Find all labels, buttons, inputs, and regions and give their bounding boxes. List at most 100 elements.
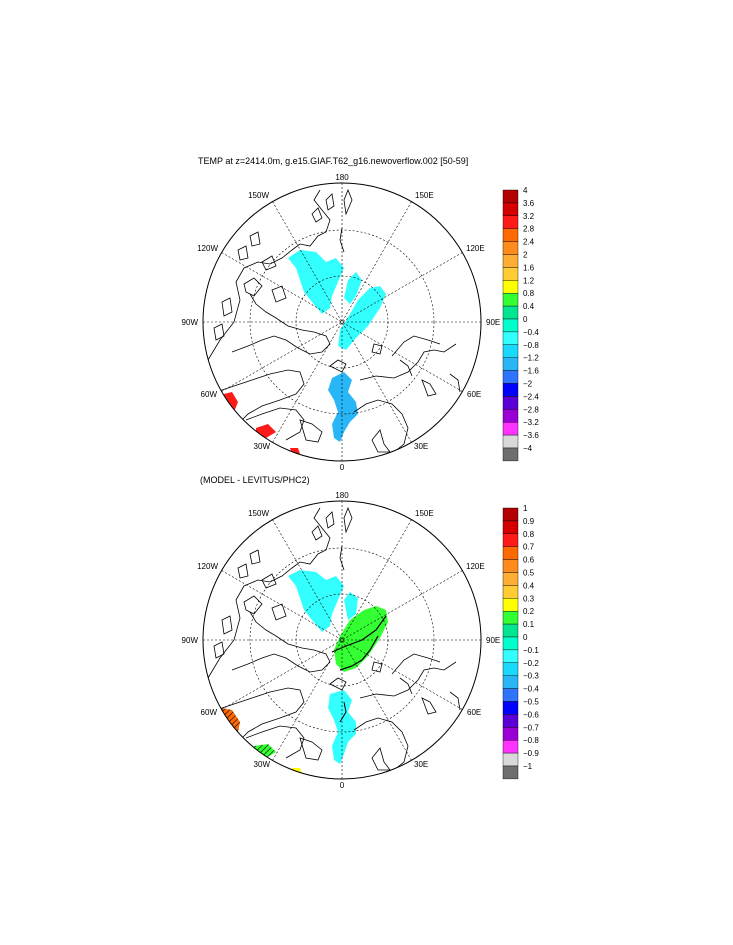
lon-label: 90W bbox=[182, 318, 199, 327]
lon-label: 120W bbox=[197, 562, 218, 571]
colorbar-swatch bbox=[502, 344, 519, 358]
colorbar-swatch bbox=[502, 533, 519, 547]
colorbar-label: −4 bbox=[523, 444, 533, 453]
field-patch bbox=[344, 592, 358, 620]
colorbar-swatch bbox=[502, 752, 519, 767]
colorbar-label: −0.7 bbox=[523, 723, 539, 732]
lon-label: 120E bbox=[466, 244, 485, 253]
colorbar-swatch bbox=[502, 241, 519, 255]
panel-difference: (MODEL - LEVITUS/PHC2) bbox=[182, 475, 540, 790]
colorbar-label: −1 bbox=[523, 762, 533, 771]
colorbar-label: 1.2 bbox=[523, 276, 535, 285]
colorbar-label: −2.4 bbox=[523, 392, 539, 401]
colorbar-swatch bbox=[502, 662, 519, 676]
colorbar-swatch bbox=[502, 202, 519, 216]
lon-label: 180 bbox=[335, 173, 349, 182]
longitude-labels: 180 0 90W 90E 150W 120W 150E 120E 60W 30… bbox=[182, 491, 501, 790]
colorbar: 1 0.9 0.8 0.7 0.6 0.5 0.4 0.3 0.2 0.1 0 −0.1 −0.2 −0.… bbox=[502, 504, 539, 780]
lon-label: 150E bbox=[415, 509, 434, 518]
colorbar-label: −0.9 bbox=[523, 749, 539, 758]
lon-label: 30W bbox=[254, 760, 271, 769]
colorbar-swatch bbox=[502, 409, 519, 423]
lon-label: 150E bbox=[415, 191, 434, 200]
colorbar-swatch bbox=[502, 649, 519, 664]
colorbar-label: −2 bbox=[523, 380, 533, 389]
coastlines bbox=[207, 506, 461, 771]
lon-label: 180 bbox=[335, 491, 349, 500]
colorbar-label: 3.2 bbox=[523, 212, 535, 221]
lon-label: 0 bbox=[340, 781, 345, 790]
colorbar-swatch bbox=[502, 636, 519, 651]
colorbar-swatch bbox=[502, 396, 519, 410]
colorbar-swatch bbox=[502, 318, 519, 333]
field-patch bbox=[288, 570, 344, 632]
lon-label: 60E bbox=[467, 390, 481, 399]
colorbar-label: 2.4 bbox=[523, 238, 535, 247]
colorbar-label: −0.8 bbox=[523, 736, 539, 745]
colorbar-label: 0.8 bbox=[523, 289, 535, 298]
colorbar-label: 0.9 bbox=[523, 517, 535, 526]
map-area bbox=[207, 506, 461, 774]
colorbar-label: 0.1 bbox=[523, 620, 535, 629]
lon-label: 30E bbox=[414, 760, 428, 769]
field-patch bbox=[328, 372, 358, 442]
colorbar-label: 0.2 bbox=[523, 607, 535, 616]
colorbar-label: −0.5 bbox=[523, 698, 539, 707]
lon-label: 120W bbox=[197, 244, 218, 253]
lon-label: 60W bbox=[201, 390, 218, 399]
colorbar-label: 0.8 bbox=[523, 530, 535, 539]
colorbar-label: −0.6 bbox=[523, 710, 539, 719]
panel-title: TEMP at z=2414.0m, g.e15.GIAF.T62_g16.ne… bbox=[198, 156, 468, 166]
map-boundary bbox=[202, 500, 482, 780]
field-patch bbox=[344, 272, 362, 304]
colorbar-swatch bbox=[502, 280, 519, 294]
colorbar-swatch bbox=[502, 357, 519, 371]
colorbar-label: 1 bbox=[523, 504, 528, 513]
colorbar-label: 2 bbox=[523, 251, 528, 260]
panel-temp: TEMP at z=2414.0m, g.e15.GIAF.T62_g16.ne… bbox=[182, 156, 540, 472]
field-patch bbox=[222, 392, 238, 412]
lon-label: 150W bbox=[248, 191, 269, 200]
colorbar-label: 0.5 bbox=[523, 569, 535, 578]
lon-label: 90E bbox=[486, 636, 500, 645]
colorbar-swatch bbox=[502, 572, 519, 586]
colorbar-swatch bbox=[502, 189, 519, 204]
colorbar-label: −2.8 bbox=[523, 405, 539, 414]
colorbar-swatch bbox=[502, 215, 519, 229]
panel-title: (MODEL - LEVITUS/PHC2) bbox=[200, 475, 310, 485]
colorbar-swatch bbox=[502, 254, 519, 268]
lon-label: 60W bbox=[201, 708, 218, 717]
colorbar-swatch bbox=[502, 507, 519, 522]
colorbar-swatch bbox=[502, 688, 519, 702]
colorbar-swatch bbox=[502, 727, 519, 741]
colorbar-label: 0.4 bbox=[523, 581, 535, 590]
field-patch bbox=[256, 424, 276, 438]
colorbar-swatch bbox=[502, 267, 519, 281]
colorbar-label: 2.8 bbox=[523, 225, 535, 234]
colorbar-swatch bbox=[502, 611, 519, 625]
colorbar-swatch bbox=[502, 422, 519, 436]
colorbar-label: −3.2 bbox=[523, 418, 539, 427]
colorbar-label: −1.6 bbox=[523, 367, 539, 376]
colorbar-label: 3.6 bbox=[523, 199, 535, 208]
colorbar-swatch bbox=[502, 623, 519, 638]
colorbar-label: 0.3 bbox=[523, 594, 535, 603]
graticule bbox=[203, 183, 481, 461]
colorbar-swatch bbox=[502, 740, 519, 754]
colorbar-swatch bbox=[502, 305, 519, 320]
colorbar-label: −0.8 bbox=[523, 341, 539, 350]
map-area bbox=[207, 188, 461, 454]
colorbar-swatch bbox=[502, 370, 519, 384]
map-boundary bbox=[202, 182, 482, 462]
colorbar-label: −0.1 bbox=[523, 646, 539, 655]
colorbar-swatch bbox=[502, 585, 519, 599]
lon-label: 0 bbox=[340, 463, 345, 472]
field-patch bbox=[222, 708, 240, 732]
colorbar-swatch bbox=[502, 383, 519, 397]
colorbar-label: 0 bbox=[523, 315, 528, 324]
lon-label: 90E bbox=[486, 318, 500, 327]
colorbar-label: −1.2 bbox=[523, 354, 539, 363]
colorbar-swatch bbox=[502, 228, 519, 242]
lon-label: 30E bbox=[414, 442, 428, 451]
